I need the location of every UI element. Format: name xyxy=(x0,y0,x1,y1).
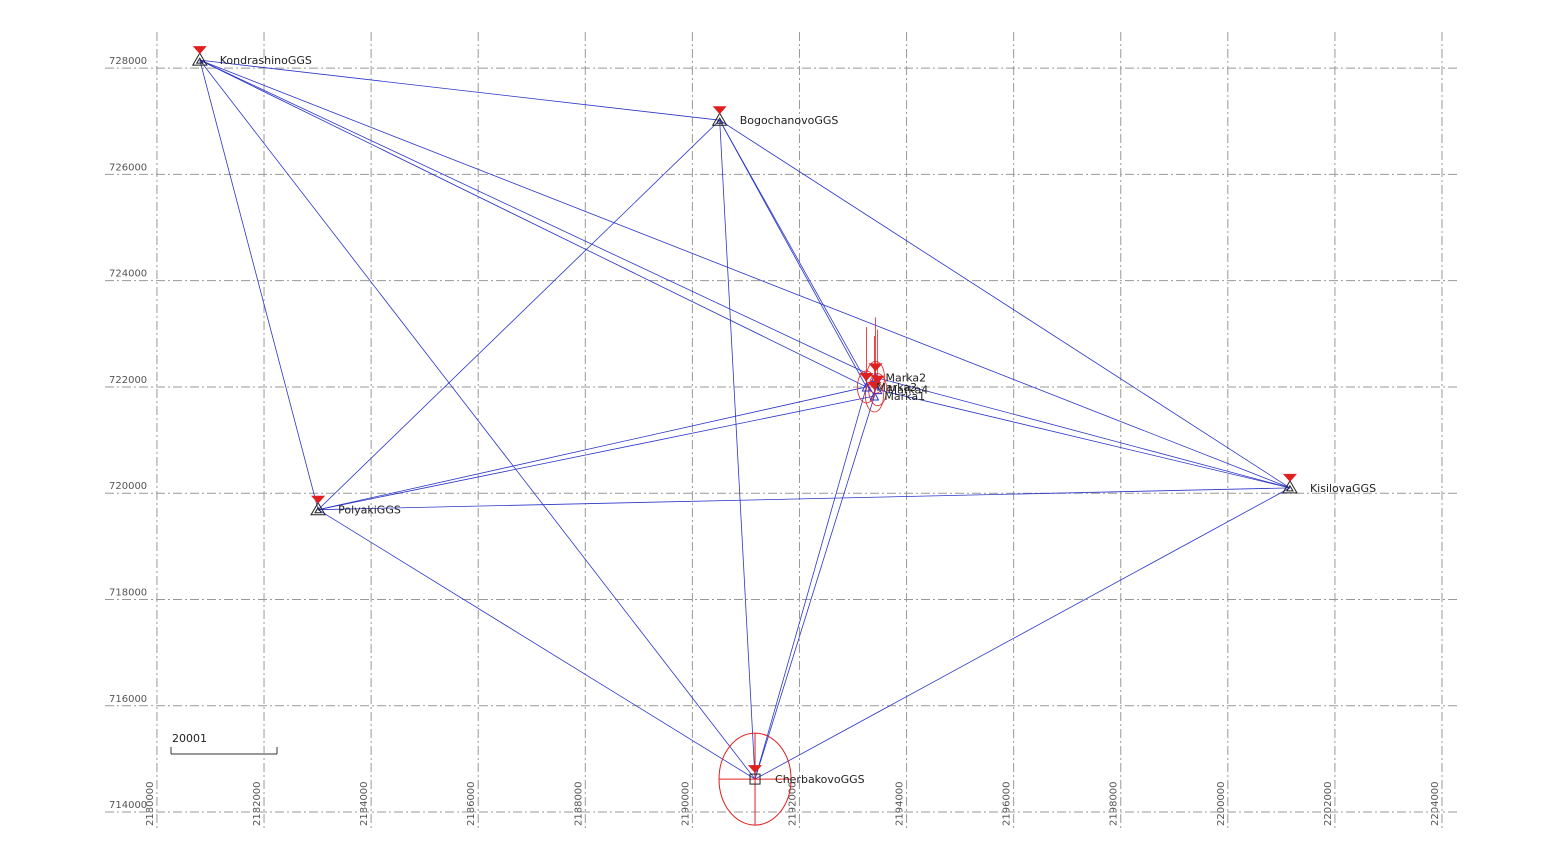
x-tick-label: 2202000 xyxy=(1323,781,1334,826)
scale-label: 20001 xyxy=(172,732,207,745)
baseline-edge xyxy=(199,59,720,121)
y-tick-label: 726000 xyxy=(109,162,147,173)
y-tick-label: 720000 xyxy=(109,481,147,492)
y-tick-label: 728000 xyxy=(109,56,147,67)
station-inner xyxy=(1286,484,1294,492)
fixed-marker xyxy=(311,495,326,504)
station-label: Marka3 xyxy=(876,381,917,394)
x-tick-label: 2196000 xyxy=(1002,781,1013,826)
x-tick-label: 2190000 xyxy=(680,781,691,826)
x-tick-label: 2188000 xyxy=(573,781,584,826)
station-label: PolyakiGGS xyxy=(338,504,401,517)
fixed-marker xyxy=(748,765,763,774)
y-tick-label: 714000 xyxy=(109,800,147,811)
y-tick-label: 722000 xyxy=(109,375,147,386)
fixed-marker xyxy=(192,46,207,55)
baseline-edge xyxy=(754,487,1291,780)
baseline-edge xyxy=(318,487,1290,511)
baseline-edge xyxy=(199,59,876,378)
baseline-edge xyxy=(719,120,867,388)
x-tick-label: 2186000 xyxy=(466,781,477,826)
station-label: KondrashinoGGS xyxy=(220,54,312,67)
fixed-marker xyxy=(1282,473,1297,482)
y-tick-label: 716000 xyxy=(109,694,147,705)
fixed-marker xyxy=(868,363,883,372)
baseline-edge xyxy=(317,119,720,510)
station-inner xyxy=(314,506,322,514)
baseline-edge xyxy=(199,59,867,388)
station-label: Marka2 xyxy=(886,371,927,384)
baseline-edge xyxy=(318,395,875,511)
station-label: KisilovaGGS xyxy=(1310,482,1376,495)
station xyxy=(861,381,872,392)
x-tick-label: 2194000 xyxy=(895,781,906,826)
station xyxy=(749,773,761,785)
baseline-edge xyxy=(875,376,1291,489)
baseline-edge xyxy=(199,60,319,510)
x-tick-label: 2184000 xyxy=(359,781,370,826)
x-tick-label: 2204000 xyxy=(1430,781,1441,826)
station-label: CherbakovoGGS xyxy=(775,773,865,786)
baseline-edge xyxy=(199,59,1291,489)
baseline-edge xyxy=(754,386,867,780)
station xyxy=(869,390,880,401)
x-tick-label: 2200000 xyxy=(1216,781,1227,826)
fixed-marker xyxy=(712,106,727,115)
station xyxy=(1282,479,1298,494)
y-tick-label: 718000 xyxy=(109,587,147,598)
baseline-edge xyxy=(199,59,756,780)
baseline-edge xyxy=(317,509,756,780)
fixed-marker xyxy=(859,372,874,381)
x-tick-label: 2192000 xyxy=(787,781,798,826)
y-tick-label: 724000 xyxy=(109,269,147,280)
station xyxy=(310,501,326,516)
baseline-edge xyxy=(719,120,756,780)
baseline-edge xyxy=(877,389,1291,489)
baseline-edge xyxy=(318,386,867,511)
station xyxy=(191,52,208,66)
station-label: Marka1 xyxy=(884,390,925,403)
x-tick-label: 2180000 xyxy=(145,781,156,826)
station xyxy=(711,112,728,126)
x-tick-label: 2198000 xyxy=(1109,781,1120,826)
baseline-edge xyxy=(719,119,1291,489)
fixed-marker xyxy=(867,381,882,390)
station-label: BogochanovoGGS xyxy=(740,114,839,127)
baseline-edge xyxy=(754,395,875,780)
station-label: Marka4 xyxy=(888,384,929,397)
baseline-edge xyxy=(719,120,875,397)
station-inner xyxy=(715,117,724,124)
station-inner xyxy=(195,57,204,64)
x-tick-label: 2182000 xyxy=(252,781,263,826)
